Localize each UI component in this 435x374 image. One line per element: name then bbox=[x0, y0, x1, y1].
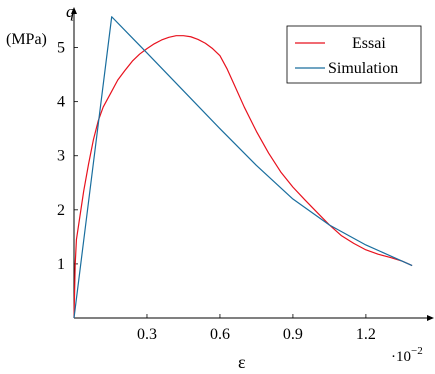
y-tick-label: 4 bbox=[57, 94, 65, 111]
x-axis-multiplier-exponent: −2 bbox=[411, 345, 423, 357]
y-tick-label: 5 bbox=[57, 40, 65, 57]
series-line-essai bbox=[73, 35, 413, 319]
legend: Essai Simulation bbox=[286, 25, 422, 84]
x-tick-label: 0.9 bbox=[283, 326, 303, 343]
ticks: 0.3 0.6 0.9 1.2 1 2 3 4 5 bbox=[57, 40, 376, 343]
x-axis-multiplier-base: ·10 bbox=[391, 349, 411, 365]
y-axis-label: q bbox=[66, 2, 75, 21]
x-tick-label: 1.2 bbox=[356, 326, 376, 343]
legend-box bbox=[286, 25, 422, 84]
axes bbox=[71, 7, 434, 321]
x-axis-multiplier: ·10−2 bbox=[391, 345, 423, 365]
legend-label-essai: Essai bbox=[352, 35, 386, 52]
x-axis-arrow bbox=[427, 315, 434, 321]
x-tick-label: 0.6 bbox=[210, 326, 230, 343]
series-line-simulation bbox=[73, 16, 413, 319]
y-axis-arrow bbox=[71, 7, 77, 14]
x-axis-label: ε bbox=[238, 352, 246, 372]
x-tick-label: 0.3 bbox=[137, 326, 157, 343]
y-tick-label: 2 bbox=[57, 202, 65, 219]
y-tick-label: 1 bbox=[57, 256, 65, 273]
y-tick-label: 3 bbox=[57, 148, 65, 165]
series-layer bbox=[73, 16, 413, 319]
legend-label-simulation: Simulation bbox=[328, 60, 398, 77]
y-axis-unit: (MPa) bbox=[6, 31, 47, 48]
